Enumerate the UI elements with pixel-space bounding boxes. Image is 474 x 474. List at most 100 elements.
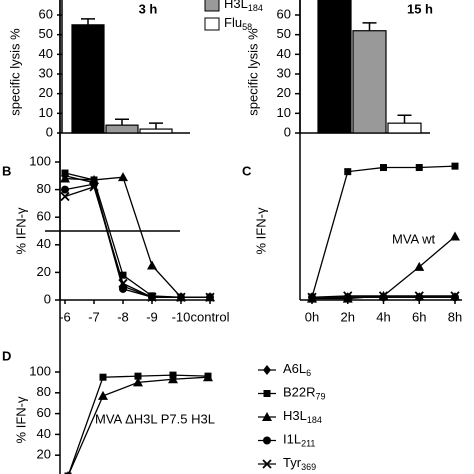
x-tick-label: control: [190, 309, 229, 324]
y-tick-label: 20: [39, 85, 53, 100]
marker: [262, 412, 272, 421]
y-axis-label: % IFN-γ: [13, 396, 28, 443]
marker: [344, 168, 352, 176]
marker: [61, 185, 69, 194]
x-tick-label: -6: [59, 309, 71, 324]
marker: [307, 292, 317, 302]
y-tick-label: 60: [277, 6, 291, 21]
annotation: MVA ΔH3L P7.5 H3L: [95, 411, 215, 426]
legend-label: Flu58: [224, 15, 252, 32]
marker: [118, 278, 128, 289]
panel-label: B: [2, 163, 11, 178]
y-tick-label: 50: [277, 26, 291, 41]
y-tick-label: 20: [277, 85, 291, 100]
x-tick-label: -7: [88, 309, 100, 324]
x-tick-label: -8: [117, 309, 129, 324]
error-bar: [362, 22, 377, 31]
legend-subscript: 369: [301, 462, 316, 472]
error-bar: [149, 122, 163, 130]
y-tick-label: 10: [277, 105, 291, 120]
y-tick-label: 100: [29, 153, 51, 168]
y-tick-label: 60: [39, 6, 53, 21]
legend-name: B22R: [283, 385, 316, 400]
legend-label: I1L211: [283, 432, 315, 449]
legend-swatch: [204, 0, 220, 12]
legend-label: B22R79: [283, 385, 326, 402]
y-tick-label: 40: [277, 46, 291, 61]
marker: [263, 390, 271, 397]
marker: [60, 173, 70, 183]
legend-subscript: 211: [301, 439, 315, 449]
marker: [147, 260, 157, 270]
bar: [71, 24, 105, 134]
marker: [415, 293, 424, 302]
y-tick-label: 30: [39, 65, 53, 80]
bar: [105, 124, 139, 134]
y-tick-label: 0: [46, 124, 53, 139]
marker: [60, 191, 70, 202]
bar: [387, 122, 422, 134]
marker: [134, 372, 142, 380]
y-tick-label: 40: [37, 236, 51, 251]
error-bar: [115, 118, 129, 126]
error-bar: [397, 114, 412, 124]
legend-name: A6L: [283, 361, 306, 376]
y-axis-label: specific lysis %: [7, 28, 22, 116]
marker: [99, 373, 107, 381]
marker: [118, 172, 128, 182]
marker: [119, 271, 127, 279]
marker: [89, 182, 99, 192]
legend-name: Flu: [224, 15, 242, 30]
marker: [263, 365, 271, 375]
y-tick-label: 20: [37, 264, 51, 279]
y-tick-label: 30: [277, 65, 291, 80]
legend-label: H3L184: [283, 408, 322, 425]
panel-title: 3 h: [139, 1, 158, 16]
marker: [133, 377, 143, 387]
y-axis-label: specific lysis %: [245, 28, 260, 116]
legend-swatch: [204, 17, 220, 31]
panel-label: D: [2, 348, 11, 363]
legend-subscript: 58: [242, 22, 252, 32]
bar: [139, 128, 173, 134]
x-tick-label: 0h: [305, 309, 319, 324]
x-tick-label: 4h: [376, 309, 390, 324]
series-line: [64, 175, 210, 298]
legend-name: H3L: [224, 0, 248, 11]
y-tick-label: 0: [284, 124, 291, 139]
marker: [451, 293, 459, 302]
legend-name: Tyr: [283, 455, 302, 470]
y-tick-label: 40: [39, 46, 53, 61]
marker: [66, 471, 70, 474]
marker: [147, 292, 157, 302]
marker: [205, 292, 215, 302]
marker: [450, 291, 460, 301]
y-tick-label: 60: [37, 405, 51, 420]
legend-subscript: 184: [307, 415, 322, 425]
marker: [61, 169, 69, 177]
marker: [203, 372, 213, 382]
y-tick-label: 60: [37, 209, 51, 224]
legend-label: H3L184: [224, 0, 263, 13]
y-tick-label: 20: [37, 447, 51, 462]
series-line: [64, 186, 210, 298]
annotation: MVA wt: [392, 231, 435, 246]
y-tick-label: 50: [39, 26, 53, 41]
marker: [262, 459, 272, 469]
x-tick-label: 8h: [448, 309, 462, 324]
panel-label: C: [242, 163, 252, 178]
x-tick-label: 2h: [341, 309, 355, 324]
bar: [317, 0, 352, 134]
bar: [352, 30, 387, 134]
legend-label: Tyr369: [283, 455, 316, 472]
marker: [343, 293, 352, 302]
series-line: [64, 172, 210, 298]
x-tick-label: -10: [172, 309, 191, 324]
marker: [414, 261, 425, 271]
marker: [263, 436, 271, 445]
y-tick-label: 80: [37, 181, 51, 196]
marker: [119, 284, 127, 293]
legend-name: H3L: [283, 408, 307, 423]
y-tick-label: 10: [39, 105, 53, 120]
series-line: [64, 176, 210, 298]
